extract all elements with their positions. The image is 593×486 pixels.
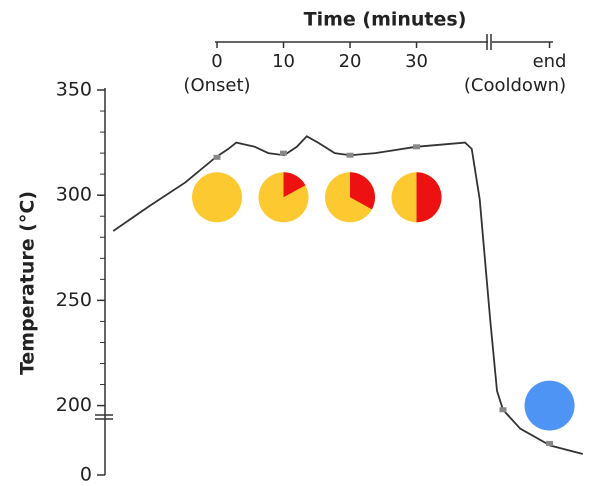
y-tick-label: 200 xyxy=(56,394,92,416)
x-tick-label: 10 xyxy=(272,51,295,72)
pie-slice xyxy=(416,172,442,223)
end-marker xyxy=(524,380,575,431)
x-tick-label: end xyxy=(533,51,567,72)
pie-base xyxy=(192,172,243,223)
x-tick-label: 0 xyxy=(211,51,222,72)
y-tick-label: 250 xyxy=(56,289,92,311)
y-axis-label: Temperature (°C) xyxy=(17,191,39,375)
pie-slice xyxy=(350,172,376,210)
y-tick-label: 0 xyxy=(80,464,92,486)
point-marker xyxy=(546,440,554,446)
point-marker xyxy=(280,150,288,156)
point-marker xyxy=(213,154,221,160)
x-tick-label: 30 xyxy=(405,51,428,72)
pie-slice xyxy=(283,172,306,198)
point-marker xyxy=(499,407,507,413)
chart-title: Time (minutes) xyxy=(304,9,467,31)
point-marker xyxy=(413,144,421,150)
temperature-line xyxy=(112,135,584,455)
x-tick-label: 20 xyxy=(339,51,362,72)
y-tick-label: 300 xyxy=(56,184,92,206)
point-marker xyxy=(346,152,354,158)
annotation: (Onset) xyxy=(183,75,250,96)
y-tick-label: 350 xyxy=(56,79,92,101)
annotation: (Cooldown) xyxy=(464,75,566,96)
